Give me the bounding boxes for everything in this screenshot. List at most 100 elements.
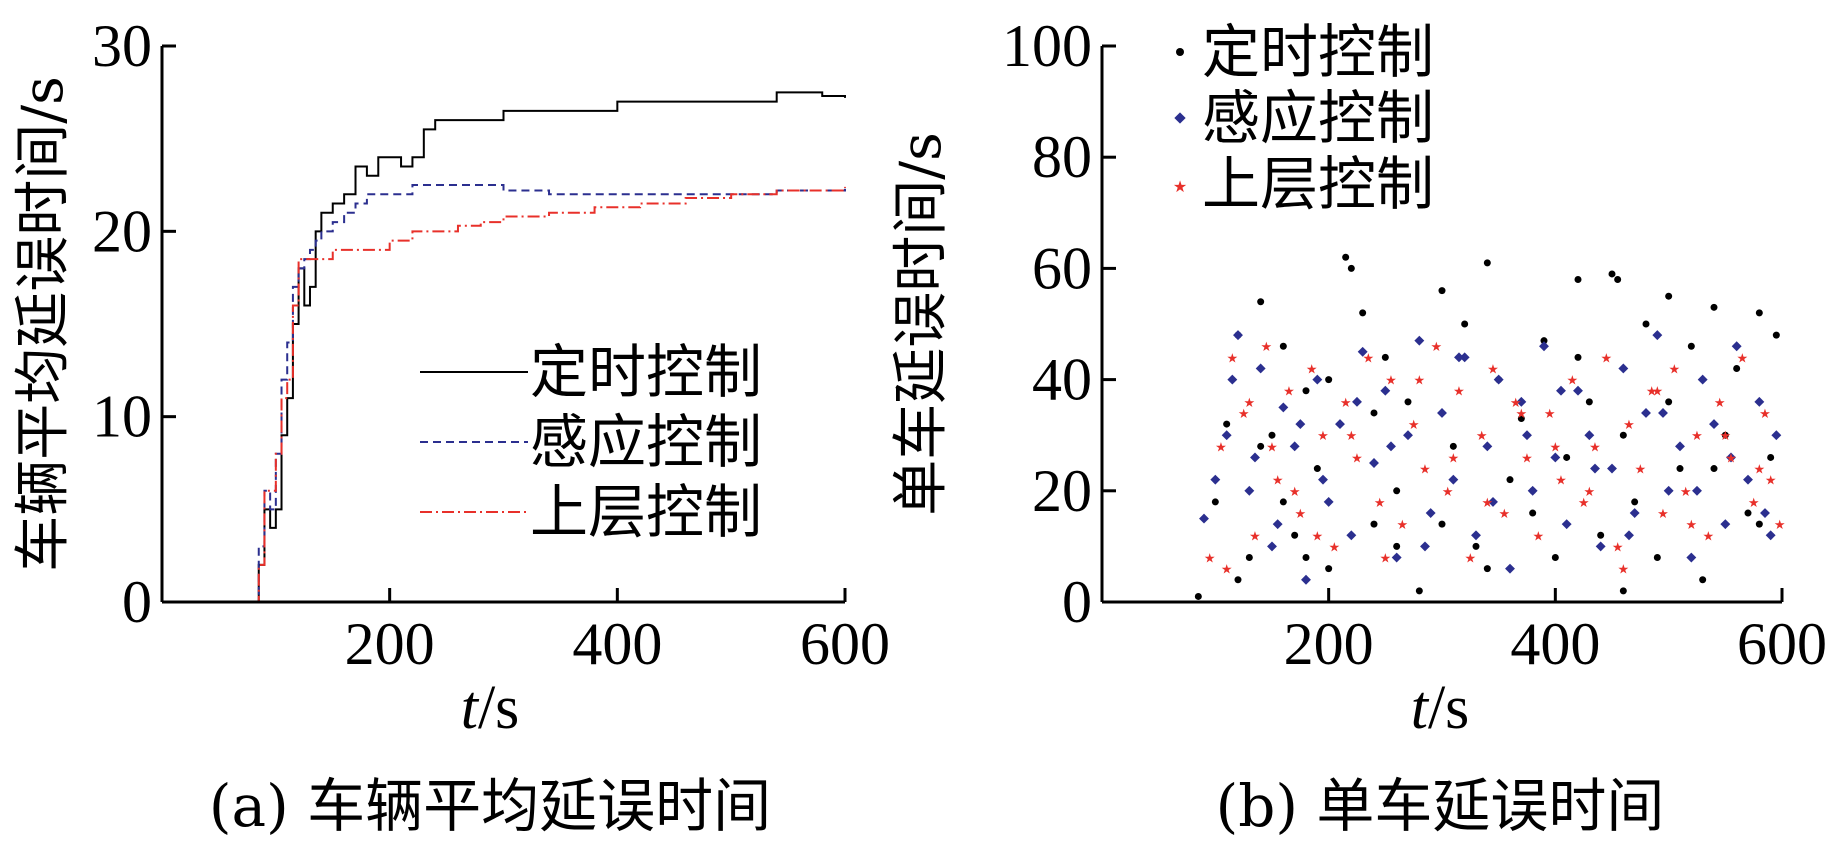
point-upper: ★: [1635, 463, 1647, 478]
point-upper: ★: [1516, 407, 1528, 422]
point-adaptive: [1471, 530, 1481, 541]
point-adaptive: [1318, 474, 1328, 485]
point-adaptive: [1618, 363, 1629, 374]
point-adaptive: [1561, 519, 1572, 530]
point-timed: [1665, 292, 1673, 300]
point-adaptive: [1686, 552, 1697, 563]
panel-b-ticks: 0 20 40 60 80 100 200 400 600: [1002, 13, 1827, 677]
point-timed: [1506, 476, 1514, 484]
point-timed: [1302, 554, 1310, 562]
point-upper: ★: [1691, 429, 1703, 444]
point-timed: [1755, 309, 1763, 317]
point-adaptive: [1573, 385, 1583, 396]
panel-a-y-axis-title: 车辆平均延误时间/s: [11, 76, 76, 572]
point-timed: [1574, 276, 1582, 284]
point-timed: [1370, 409, 1378, 417]
point-upper: ★: [1646, 385, 1658, 400]
point-adaptive: [1516, 396, 1527, 407]
point-timed: [1563, 453, 1571, 461]
point-adaptive: [1420, 541, 1430, 552]
series-line-upper: [253, 186, 846, 603]
point-timed: [1393, 487, 1401, 495]
point-upper: ★: [1714, 396, 1726, 411]
point-upper: ★: [1351, 451, 1363, 466]
series-line-adaptive: [253, 184, 846, 603]
point-upper: ★: [1623, 418, 1635, 433]
point-upper: ★: [1266, 440, 1278, 455]
point-adaptive: [1595, 541, 1606, 552]
point-adaptive: [1771, 430, 1782, 441]
point-upper: ★: [1703, 529, 1715, 544]
point-upper: ★: [1283, 385, 1295, 400]
point-upper: ★: [1317, 429, 1329, 444]
panel-b-single-vehicle-delay: ★ ★ ★ ★ ★ ★ ★ ★ ★ ★ ★ ★ ★ ★ ★ ★ ★ ★ ★ ★ ★ ★ ★ ★ ★ ★ ★ ★ ★ ★ ★ ★ ★ ★ ★ ★ ★ ★ ★ ★…: [889, 13, 1827, 840]
point-adaptive: [1765, 530, 1776, 541]
point-upper: ★: [1510, 396, 1522, 411]
point-timed: [1483, 259, 1491, 267]
point-timed: [1438, 520, 1446, 528]
point-timed: [1619, 431, 1627, 439]
point-timed: [1710, 465, 1718, 473]
panel-a-ticks: 0 10 20 30 200 400 600: [92, 13, 890, 677]
y-tick-label: 30: [92, 13, 152, 79]
point-upper: ★: [1295, 507, 1307, 522]
panel-a-plot-area: [253, 91, 846, 603]
point-timed: [1653, 554, 1661, 562]
x-tick-label: 400: [1510, 611, 1600, 677]
point-timed: [1257, 298, 1265, 306]
point-upper: ★: [1340, 396, 1352, 411]
point-adaptive: [1584, 430, 1595, 441]
point-adaptive: [1624, 530, 1634, 541]
point-adaptive: [1652, 330, 1663, 341]
point-timed: [1744, 509, 1752, 517]
point-adaptive: [1482, 441, 1493, 452]
point-adaptive: [1754, 396, 1765, 407]
point-adaptive: [1278, 402, 1289, 413]
legend-label-upper: 上层控制: [1202, 150, 1434, 218]
point-upper: ★: [1601, 351, 1613, 366]
point-upper: ★: [1476, 429, 1488, 444]
point-adaptive: [1403, 430, 1413, 441]
point-timed: [1676, 465, 1684, 473]
point-timed: [1721, 431, 1729, 439]
point-adaptive: [1369, 458, 1379, 468]
point-adaptive: [1346, 530, 1357, 541]
point-timed: [1665, 398, 1673, 406]
point-upper: ★: [1774, 518, 1786, 533]
point-upper: ★: [1544, 407, 1556, 422]
point-adaptive: [1709, 419, 1719, 430]
point-timed: [1483, 565, 1491, 573]
point-upper: ★: [1533, 529, 1545, 544]
point-timed: [1211, 498, 1219, 506]
point-timed: [1755, 520, 1763, 528]
point-adaptive: [1244, 485, 1255, 496]
point-upper: ★: [1754, 463, 1766, 478]
point-adaptive: [1437, 408, 1447, 418]
point-upper: ★: [1312, 529, 1324, 544]
point-adaptive: [1556, 385, 1566, 396]
panel-b-y-axis-title: 单车延误时间/s: [889, 132, 954, 516]
point-timed: [1393, 542, 1401, 550]
point-upper: ★: [1346, 429, 1358, 444]
legend-marker-adaptive: [1174, 112, 1186, 124]
point-timed: [1194, 592, 1202, 600]
point-adaptive: [1590, 463, 1600, 474]
y-tick-label: 0: [1062, 569, 1092, 635]
point-timed: [1268, 431, 1276, 439]
point-adaptive: [1255, 363, 1266, 374]
point-adaptive: [1692, 485, 1702, 496]
point-timed: [1472, 542, 1480, 550]
point-timed: [1347, 264, 1355, 272]
point-upper: ★: [1487, 362, 1499, 377]
point-upper: ★: [1221, 563, 1233, 578]
y-tick-label: 20: [92, 198, 152, 264]
point-adaptive: [1743, 474, 1753, 485]
point-upper: ★: [1215, 440, 1227, 455]
point-adaptive: [1357, 346, 1368, 357]
point-adaptive: [1425, 508, 1436, 518]
point-upper: ★: [1748, 496, 1760, 511]
panel-b-legend: 定时控制 感应控制 ★ 上层控制: [1173, 18, 1434, 218]
x-tick-label: 600: [800, 611, 890, 677]
point-timed: [1614, 276, 1622, 284]
point-timed: [1438, 287, 1446, 295]
